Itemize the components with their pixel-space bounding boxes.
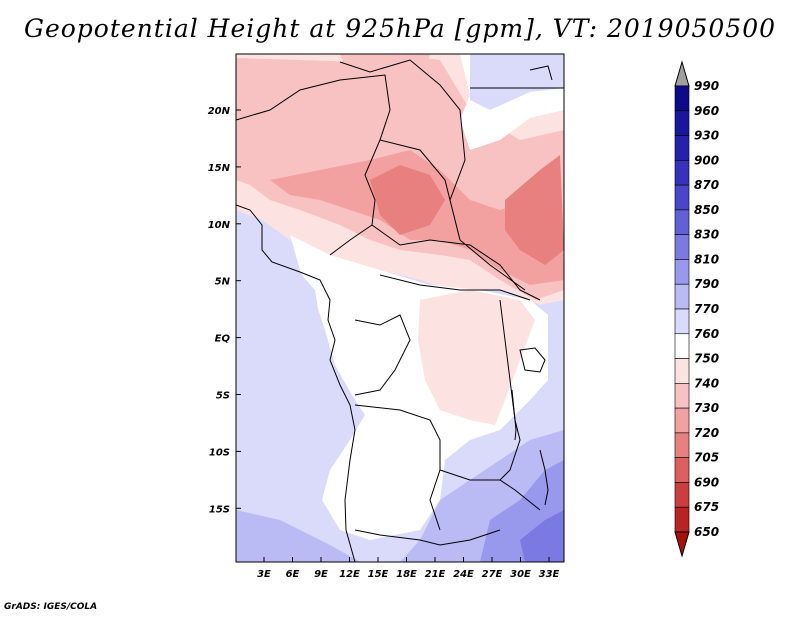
- colorbar-label: 740: [694, 376, 719, 390]
- colorbar-swatch: [674, 135, 690, 161]
- colorbar-label: 705: [694, 451, 719, 465]
- border-congo: [354, 314, 411, 396]
- colorbar-swatch: [674, 259, 690, 285]
- lon-tick-label: 21E: [425, 569, 446, 580]
- colorbar-swatch: [674, 383, 690, 409]
- lat-tick-label: 15S: [209, 504, 230, 515]
- colorbar-label: 870: [694, 178, 719, 192]
- colorbar-label: 690: [694, 475, 719, 489]
- colorbar-swatch: [674, 432, 690, 458]
- colorbar-label: 760: [694, 327, 719, 341]
- lon-tick-label: 12E: [339, 569, 360, 580]
- lake-malawi: [539, 449, 549, 506]
- lat-tick-label: 10S: [209, 447, 230, 458]
- colorbar-swatch: [674, 283, 690, 310]
- country-borders: [236, 59, 564, 562]
- colorbar-swatch: [674, 184, 690, 211]
- lat-tick-label: 20N: [208, 106, 231, 117]
- colorbar-swatch: [674, 209, 690, 235]
- contour-770-westcoast: [236, 260, 320, 330]
- colorbar-label: 830: [694, 228, 719, 242]
- colorbar-label: 960: [694, 104, 719, 118]
- colorbar-label: 720: [694, 426, 719, 440]
- colorbar-label: 850: [694, 203, 719, 217]
- border-central: [371, 224, 541, 301]
- colorbar-swatch: [674, 110, 690, 136]
- colorbar-swatch: [674, 234, 690, 260]
- colorbar-label: 650: [694, 525, 719, 539]
- colorbar-swatch: [674, 308, 690, 335]
- contour-790-south: [236, 510, 360, 562]
- colorbar-swatch: [674, 333, 690, 359]
- coastline-west: [236, 204, 356, 562]
- lat-tick-label: 15N: [208, 163, 231, 174]
- colorbar-label: 790: [694, 277, 719, 291]
- lon-tick-label: 15E: [368, 569, 389, 580]
- colorbar-label: 750: [694, 352, 719, 366]
- colorbar-swatch: [674, 482, 690, 508]
- colorbar-swatch: [674, 407, 690, 434]
- chart-title: Geopotential Height at 925hPa [gpm], VT:…: [23, 14, 777, 43]
- contour-720-chad: [370, 165, 445, 235]
- colorbar-top-arrow: [674, 60, 690, 87]
- colorbar-swatch: [674, 160, 690, 186]
- border-car-drc: [379, 274, 531, 301]
- lon-tick-label: 9E: [314, 569, 328, 580]
- latitude-axis: 20N 15N 10N 5N EQ 5S 10S 15S: [208, 106, 241, 515]
- colorbar-label: 990: [694, 79, 719, 93]
- geopotential-field: [236, 54, 564, 562]
- border-south: [354, 529, 501, 546]
- lon-tick-label: 6E: [286, 569, 300, 580]
- lon-tick-label: 3E: [257, 569, 271, 580]
- credit-text: GrADS: IGES/COLA: [4, 602, 98, 612]
- contour-830-southeast: [520, 510, 564, 562]
- colorbar-swatch: [674, 457, 690, 483]
- lon-tick-label: 30E: [510, 569, 531, 580]
- colorbar-swatch: [674, 85, 690, 112]
- lake-victoria: [519, 347, 546, 373]
- contour-750-congo: [418, 290, 535, 425]
- lon-tick-label: 33E: [539, 569, 560, 580]
- lon-tick-label: 27E: [482, 569, 503, 580]
- border-angola: [354, 404, 441, 531]
- colorbar: 990 960 930 900 870 850 830 810 790 770 760 750 740 7…: [674, 60, 719, 558]
- contour-720-sudan: [505, 155, 564, 265]
- lat-tick-label: 5S: [216, 391, 230, 402]
- colorbar-label: 675: [694, 500, 719, 514]
- colorbar-label: 900: [694, 153, 719, 167]
- border-sahara: [339, 59, 526, 291]
- lon-tick-label: 24E: [453, 569, 474, 580]
- lake-tanganyika: [511, 389, 517, 441]
- border-chad: [379, 139, 451, 201]
- colorbar-label: 810: [694, 252, 719, 266]
- lat-tick-label: 5N: [215, 277, 231, 288]
- map-frame: [235, 53, 565, 563]
- colorbar-label: 770: [694, 302, 719, 316]
- colorbar-swatch: [674, 506, 690, 533]
- lat-tick-label: 10N: [208, 220, 231, 231]
- colorbar-label: 930: [694, 129, 719, 143]
- colorbar-label: 730: [694, 401, 719, 415]
- border-northwest: [236, 74, 391, 256]
- lon-tick-label: 18E: [396, 569, 417, 580]
- border-zambia: [439, 469, 541, 511]
- longitude-axis: 3E 6E 9E 12E 15E 18E 21E 24E 27E 30E 33E: [257, 557, 560, 580]
- lat-tick-label: EQ: [215, 334, 231, 345]
- red-sea-coast: [529, 65, 553, 81]
- colorbar-bottom-arrow: [674, 531, 690, 558]
- colorbar-swatch: [674, 358, 690, 384]
